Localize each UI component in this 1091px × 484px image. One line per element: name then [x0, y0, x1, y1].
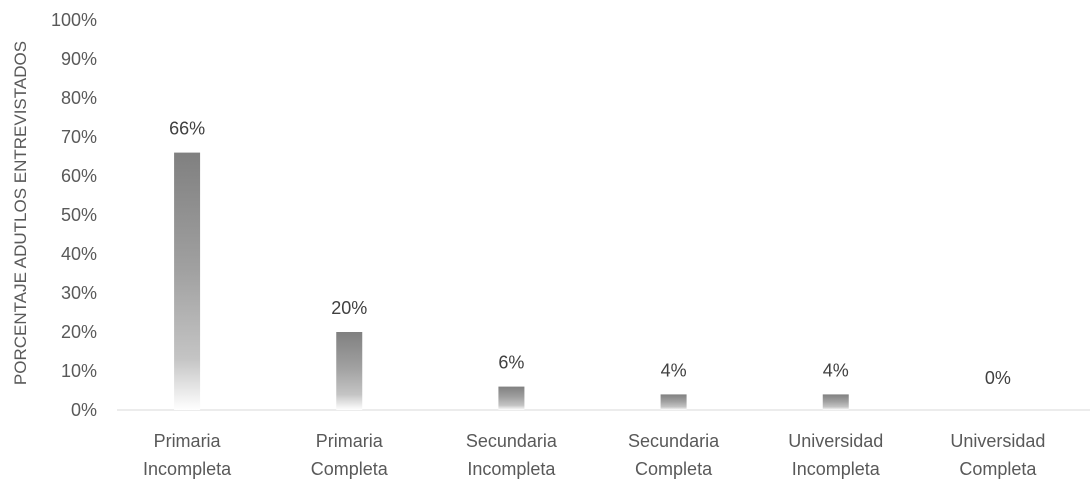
bars — [174, 152, 849, 410]
data-labels: 66% 20% 6% 4% 4% 0% — [169, 119, 1011, 388]
bar-value-label: 6% — [498, 353, 524, 373]
y-axis-title: PORCENTAJE ADUTLOS ENTREVISTADOS — [11, 41, 30, 385]
bar-value-label: 4% — [823, 360, 849, 380]
x-tick-label: Secundaria Completa — [628, 431, 720, 479]
bar-value-label: 66% — [169, 119, 205, 139]
y-tick-label: 70% — [61, 127, 97, 147]
bar — [174, 152, 201, 410]
y-tick-label: 10% — [61, 361, 97, 381]
y-tick-label: 90% — [61, 49, 97, 69]
x-tick-label: Primaria Completa — [311, 431, 389, 479]
y-tick-label: 100% — [51, 10, 97, 30]
x-axis-ticks: Primaria Incompleta Primaria Completa Secund… — [143, 431, 1045, 479]
y-tick-label: 20% — [61, 322, 97, 342]
bar-value-label: 0% — [985, 368, 1011, 388]
x-tick-label: Universidad Incompleta — [788, 431, 883, 479]
bar-value-label: 20% — [331, 298, 367, 318]
x-tick-label: Universidad Completa — [950, 431, 1045, 479]
bar — [498, 386, 525, 410]
y-axis-ticks: 0% 10% 20% 30% 40% 50% 60% 70% 80% 90% 100% — [51, 10, 97, 420]
x-tick-label: Primaria Incompleta — [143, 431, 232, 479]
x-tick-label: Secundaria Incompleta — [466, 431, 558, 479]
y-tick-label: 80% — [61, 88, 97, 108]
bar-value-label: 4% — [661, 360, 687, 380]
bar — [660, 394, 687, 410]
y-tick-label: 0% — [71, 400, 97, 420]
bar — [822, 394, 849, 410]
y-tick-label: 30% — [61, 283, 97, 303]
y-tick-label: 40% — [61, 244, 97, 264]
bar — [336, 332, 363, 410]
y-tick-label: 50% — [61, 205, 97, 225]
y-tick-label: 60% — [61, 166, 97, 186]
